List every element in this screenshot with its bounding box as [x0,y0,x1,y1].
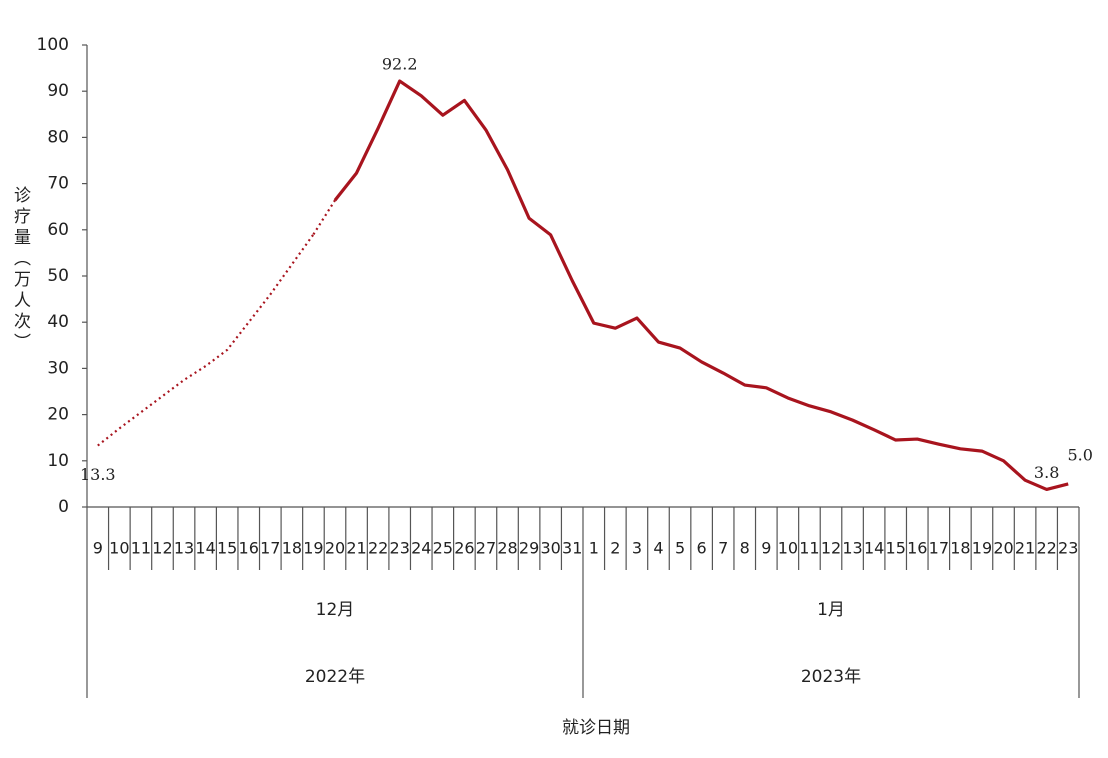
x-tick-label: 14 [864,539,884,558]
y-tick-label: 100 [37,35,69,55]
x-tick-label: 13 [842,539,862,558]
x-tick-label: 25 [433,539,453,558]
data-label: 92.2 [382,55,418,74]
x-tick-label: 27 [476,539,496,558]
x-tick-label: 14 [195,539,215,558]
x-tick-label: 16 [239,539,259,558]
x-axis-title: 就诊日期 [562,718,630,738]
y-tick-label: 20 [47,405,69,425]
data-label: 13.3 [80,465,116,484]
x-tick-label: 28 [497,539,517,558]
x-tick-label: 12 [821,539,841,558]
x-tick-label: 10 [778,539,798,558]
x-tick-label: 9 [761,539,771,558]
y-tick-label: 30 [47,358,69,378]
x-tick-label: 19 [972,539,992,558]
data-label: 3.8 [1034,463,1059,482]
x-tick-label: 30 [540,539,560,558]
x-tick-label: 4 [653,539,663,558]
x-tick-label: 23 [390,539,410,558]
x-tick-label: 5 [675,539,685,558]
x-tick-label: 10 [109,539,129,558]
line-dotted [97,233,315,447]
y-tick-label: 60 [47,220,69,240]
x-tick-label: 17 [260,539,280,558]
x-tick-label: 11 [799,539,819,558]
x-tick-label: 2 [610,539,620,558]
x-tick-label: 6 [697,539,707,558]
x-tick-label: 20 [993,539,1013,558]
y-tick-label: 10 [47,451,69,471]
x-tick-label: 3 [632,539,642,558]
x-tick-label: 20 [325,539,345,558]
year-label: 2022年 [305,667,365,687]
data-label: 5.0 [1067,445,1092,464]
x-tick-label: 15 [886,539,906,558]
x-tick-label: 9 [93,539,103,558]
month-label: 12月 [316,600,355,620]
y-tick-label: 90 [47,81,69,101]
y-tick-label: 40 [47,312,69,332]
y-axis-title: 诊疗量（万人次） [10,186,31,354]
x-tick-label: 18 [282,539,302,558]
line-solid [333,79,1069,492]
x-tick-label: 22 [1036,539,1056,558]
y-tick-label: 50 [47,266,69,286]
x-tick-label: 21 [346,539,366,558]
x-tick-label: 17 [929,539,949,558]
x-tick-label: 19 [303,539,323,558]
y-tick-label: 0 [58,497,69,517]
x-tick-label: 18 [950,539,970,558]
x-tick-label: 23 [1058,539,1078,558]
y-tick-label: 80 [47,127,69,147]
x-tick-label: 31 [562,539,582,558]
x-tick-label: 12 [152,539,172,558]
x-tick-label: 1 [589,539,599,558]
x-tick-label: 8 [740,539,750,558]
x-tick-label: 22 [368,539,388,558]
x-tick-label: 7 [718,539,728,558]
x-tick-label: 16 [907,539,927,558]
x-tick-label: 29 [519,539,539,558]
x-tick-label: 26 [454,539,474,558]
x-tick-label: 15 [217,539,237,558]
x-tick-label: 24 [411,539,431,558]
month-label: 1月 [817,600,845,620]
line-connector [312,199,336,236]
x-tick-label: 21 [1015,539,1035,558]
y-tick-label: 70 [47,174,69,194]
x-tick-label: 13 [174,539,194,558]
x-tick-label: 11 [131,539,151,558]
year-label: 2023年 [801,667,861,687]
